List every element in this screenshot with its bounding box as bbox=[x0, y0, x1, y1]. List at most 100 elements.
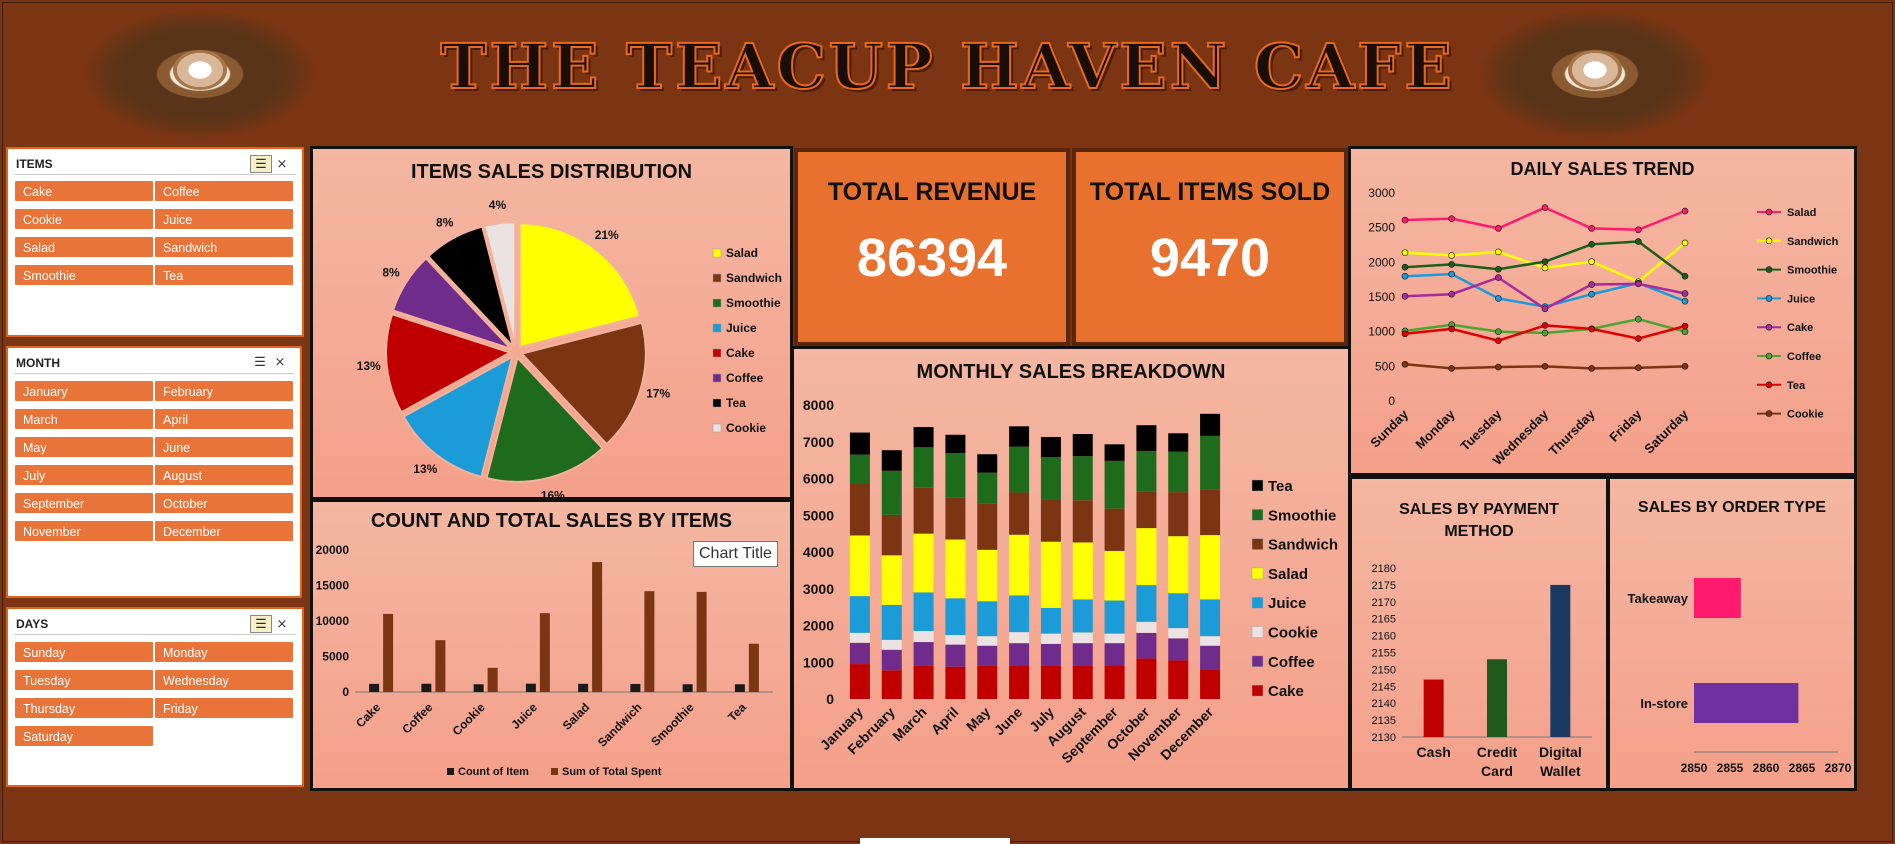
bar-count-of-item bbox=[630, 683, 641, 692]
slicer-option-june[interactable]: June bbox=[154, 436, 294, 458]
slicer-option-thursday[interactable]: Thursday bbox=[14, 697, 154, 719]
legend-label: Salad bbox=[1787, 207, 1816, 219]
data-point bbox=[1588, 225, 1595, 232]
slicer-option-wednesday[interactable]: Wednesday bbox=[154, 669, 294, 691]
items-sales-distribution-panel: ITEMS SALES DISTRIBUTION 21% 17% 16% 13% 13%… bbox=[310, 146, 793, 500]
data-point bbox=[1681, 328, 1689, 335]
days-slicer[interactable]: DAYS ☰ ⨯ Sunday Monday Tuesday Wednesday Thur… bbox=[6, 607, 304, 787]
stack-segment-salad bbox=[1040, 541, 1061, 608]
legend-swatch-sandwich bbox=[1251, 538, 1264, 550]
stack-segment-salad bbox=[1104, 550, 1125, 601]
y-tick-label: 2175 bbox=[1372, 580, 1396, 592]
slicer-option-juice[interactable]: Juice bbox=[154, 208, 294, 230]
clear-filter-icon[interactable]: ⨯ bbox=[276, 156, 288, 171]
stack-segment-smoothie bbox=[1104, 460, 1125, 509]
y-tick-label: 5000 bbox=[803, 507, 834, 523]
slicer-option-saturday[interactable]: Saturday bbox=[14, 725, 154, 747]
month-slicer[interactable]: MONTH ☰ ⨯ January February March April May Jun… bbox=[6, 346, 302, 598]
y-tick-label: 2180 bbox=[1372, 563, 1396, 575]
order-type-bar-chart: 2850 2855 2860 2865 2870 Takeaway In-store bbox=[1628, 578, 1852, 775]
slicer-option-october[interactable]: October bbox=[154, 492, 294, 514]
y-tick-label: 2000 bbox=[803, 618, 834, 634]
bar-digital-wallet bbox=[1550, 584, 1571, 737]
multi-select-icon[interactable]: ☰ bbox=[250, 615, 272, 633]
slicer-option-december[interactable]: December bbox=[154, 520, 294, 542]
stack-segment-juice bbox=[849, 596, 870, 633]
slicer-option-january[interactable]: January bbox=[14, 380, 154, 402]
pie-data-label: 8% bbox=[382, 266, 400, 280]
payment-bar-chart: 2130 2135 2140 2145 2150 2155 2160 2165 2170 2175… bbox=[1372, 563, 1592, 779]
stack-segment-smoothie bbox=[977, 472, 998, 504]
pie-slice-smoothie bbox=[485, 355, 604, 483]
slicer-option-august[interactable]: August bbox=[154, 464, 294, 486]
y-tick-label: In-store bbox=[1640, 696, 1688, 711]
stack-segment-smoothie bbox=[1200, 435, 1221, 490]
legend-label: Salad bbox=[726, 246, 758, 260]
payment-method-panel: SALES BY PAYMENT METHOD 2130 2135 2140 2145… bbox=[1349, 476, 1609, 791]
stack-segment-smoothie bbox=[881, 470, 902, 515]
x-tick-label: June bbox=[991, 704, 1026, 739]
slicer-option-may[interactable]: May bbox=[14, 436, 154, 458]
slicer-option-sunday[interactable]: Sunday bbox=[14, 641, 154, 663]
slicer-option-sandwich[interactable]: Sandwich bbox=[154, 236, 294, 258]
data-point bbox=[1588, 325, 1595, 333]
multi-select-icon[interactable]: ☰ bbox=[250, 155, 272, 173]
multi-select-icon[interactable]: ☰ bbox=[254, 354, 266, 369]
x-tick-label: Juice bbox=[508, 700, 540, 732]
y-tick-label: Takeaway bbox=[1628, 591, 1689, 606]
data-point bbox=[1495, 225, 1502, 232]
stack-segment-tea bbox=[849, 432, 870, 455]
slicer-option-february[interactable]: February bbox=[154, 380, 294, 402]
slicer-option-coffee[interactable]: Coffee bbox=[154, 180, 294, 202]
stack-segment-juice bbox=[913, 592, 934, 632]
daily-line-chart: 0 500 1000 1500 2000 2500 3000 Sunday Monday Tues… bbox=[1367, 186, 1839, 468]
clear-filter-icon[interactable]: ⨯ bbox=[274, 354, 286, 369]
slicer-option-september[interactable]: September bbox=[14, 492, 154, 514]
stack-segment-coffee bbox=[1200, 645, 1221, 670]
y-tick-label: 2135 bbox=[1372, 715, 1396, 727]
stack-segment-coffee bbox=[881, 649, 902, 671]
y-tick-label: 1000 bbox=[803, 654, 834, 670]
stack-segment-tea bbox=[1009, 426, 1030, 447]
slicer-option-friday[interactable]: Friday bbox=[154, 697, 294, 719]
slicer-option-cookie[interactable]: Cookie bbox=[14, 208, 154, 230]
clear-filter-icon[interactable]: ⨯ bbox=[276, 616, 288, 631]
stack-segment-coffee bbox=[849, 642, 870, 665]
coffee-cup-image-left bbox=[85, 10, 315, 138]
stack-segment-salad bbox=[1072, 542, 1093, 600]
pie-data-label: 13% bbox=[357, 359, 381, 373]
items-slicer[interactable]: ITEMS ☰ ⨯ Cake Coffee Cookie Juice Salad Sandw… bbox=[6, 147, 304, 337]
legend-swatch bbox=[447, 768, 454, 775]
slicer-option-july[interactable]: July bbox=[14, 464, 154, 486]
pie-data-label: 8% bbox=[436, 215, 454, 229]
stack-segment-juice bbox=[1009, 595, 1030, 633]
slicer-option-smoothie[interactable]: Smoothie bbox=[14, 264, 154, 286]
slicer-option-monday[interactable]: Monday bbox=[154, 641, 294, 663]
chart-title: MONTHLY SALES BREAKDOWN bbox=[916, 361, 1226, 383]
data-point bbox=[1541, 363, 1549, 370]
slicer-option-november[interactable]: November bbox=[14, 520, 154, 542]
slicer-option-tuesday[interactable]: Tuesday bbox=[14, 669, 154, 691]
stack-segment-salad bbox=[1200, 535, 1221, 600]
slicer-divider bbox=[14, 373, 294, 374]
slicer-option-march[interactable]: March bbox=[14, 408, 154, 430]
stack-segment-coffee bbox=[945, 644, 966, 667]
stack-segment-juice bbox=[1104, 600, 1125, 634]
stack-segment-smoothie bbox=[1040, 457, 1061, 500]
data-point bbox=[1401, 216, 1409, 224]
legend-label: Sandwich bbox=[1787, 236, 1839, 248]
y-tick-label: 2130 bbox=[1372, 732, 1396, 744]
slicer-option-tea[interactable]: Tea bbox=[154, 264, 294, 286]
legend-label: Tea bbox=[1787, 380, 1806, 392]
legend-marker bbox=[1765, 237, 1773, 245]
slicer-option-cake[interactable]: Cake bbox=[14, 180, 154, 202]
slicer-option-salad[interactable]: Salad bbox=[14, 236, 154, 258]
bar-count-of-item bbox=[473, 684, 484, 692]
x-tick-label: 2860 bbox=[1753, 761, 1780, 775]
legend-swatch-juice bbox=[1251, 596, 1264, 609]
slicer-option-april[interactable]: April bbox=[154, 408, 294, 430]
stack-segment-cookie bbox=[945, 635, 966, 645]
slicer-header: ITEMS bbox=[16, 157, 53, 171]
pie-slice-tea bbox=[426, 225, 515, 348]
x-tick-label: Tea bbox=[725, 700, 749, 724]
